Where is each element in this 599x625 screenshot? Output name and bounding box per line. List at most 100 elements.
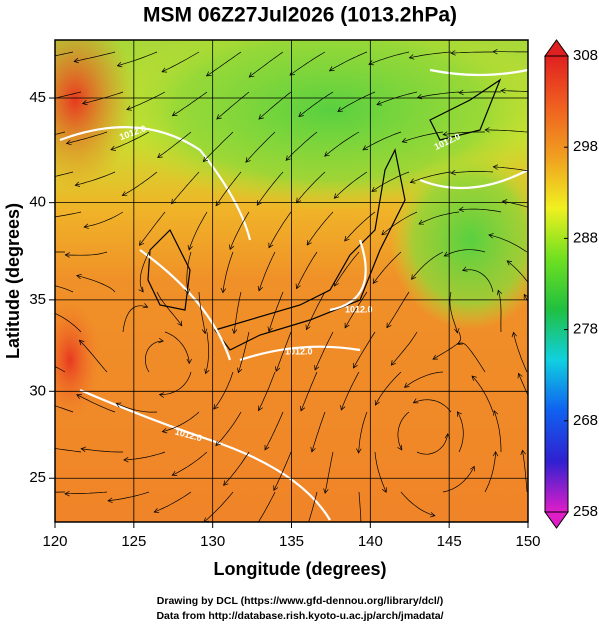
x-axis-label: Longitude (degrees) xyxy=(213,559,386,579)
stream-arrow xyxy=(121,191,128,197)
stream-arrow xyxy=(432,354,439,360)
streamline xyxy=(275,331,292,372)
streamline xyxy=(164,331,190,364)
streamline xyxy=(404,371,444,388)
stream-arrow xyxy=(268,242,274,249)
streamline xyxy=(154,491,192,513)
stream-arrow xyxy=(215,440,221,447)
stream-arrow xyxy=(418,219,425,225)
stream-arrow xyxy=(264,444,270,451)
streamline xyxy=(116,402,158,413)
stream-arrow xyxy=(381,229,387,236)
footer-credit: Drawing by DCL (https://www.gfd-dennou.o… xyxy=(157,595,443,607)
streamline xyxy=(418,211,460,225)
streamline xyxy=(410,171,452,183)
streamline xyxy=(450,51,493,54)
stream-arrow xyxy=(157,152,163,159)
streamline xyxy=(55,211,82,218)
stream-arrow xyxy=(356,448,362,454)
field-layer xyxy=(23,40,528,529)
streamline xyxy=(444,249,486,257)
stream-arrow xyxy=(323,488,329,494)
streamline xyxy=(222,251,234,293)
streamline xyxy=(188,211,208,251)
contour-label: 1012.0 xyxy=(285,346,313,356)
stream-arrow xyxy=(517,372,523,379)
streamline xyxy=(371,171,410,192)
y-tick-label: 40 xyxy=(29,194,46,211)
streamline xyxy=(506,260,528,283)
streamline xyxy=(344,291,368,328)
stream-arrow xyxy=(23,251,28,256)
colorbar: 258 268 278 288 298 308 xyxy=(544,39,598,529)
streamline xyxy=(402,131,444,143)
streamline xyxy=(368,51,410,65)
streamline xyxy=(156,291,183,326)
colorbar-tick-label: 298 xyxy=(573,138,598,155)
streamline xyxy=(449,291,458,333)
stream-arrow xyxy=(80,446,87,452)
stream-arrow xyxy=(458,89,464,96)
streamline xyxy=(172,451,208,476)
streamline xyxy=(296,171,326,203)
streamline xyxy=(285,131,318,161)
streamline xyxy=(340,371,360,411)
streamline xyxy=(55,285,74,293)
streamline xyxy=(76,394,116,413)
stream-arrow xyxy=(484,127,490,133)
stream-arrow xyxy=(64,490,70,497)
x-tick-label: 130 xyxy=(200,533,225,550)
stream-arrow xyxy=(65,139,72,146)
contour-label: 1012.0 xyxy=(345,304,373,314)
stream-arrow xyxy=(353,363,358,369)
streamline xyxy=(353,331,376,369)
streamline xyxy=(55,366,66,373)
streamline xyxy=(248,51,284,78)
coastline xyxy=(147,78,502,351)
stream-arrow xyxy=(76,273,82,280)
warm-region xyxy=(55,300,100,420)
stream-arrow xyxy=(520,449,526,456)
stream-arrow xyxy=(371,186,377,192)
streamline xyxy=(376,91,418,106)
streamline xyxy=(55,312,82,333)
streamline xyxy=(64,491,108,495)
streamline xyxy=(55,251,65,253)
stream-arrow xyxy=(344,236,350,242)
stream-arrow xyxy=(456,411,462,417)
stream-arrow xyxy=(340,405,346,411)
streamline xyxy=(391,331,418,366)
stream-arrow xyxy=(23,491,28,496)
cool-region xyxy=(390,150,528,330)
stream-arrow xyxy=(344,322,350,329)
stream-arrow xyxy=(257,285,263,292)
streamline xyxy=(203,131,234,162)
streamline xyxy=(55,491,65,493)
streamline xyxy=(159,371,192,395)
streamline xyxy=(55,171,74,177)
stream-arrow xyxy=(310,446,316,453)
colorbar-tick-label: 268 xyxy=(573,412,598,429)
stream-arrow xyxy=(78,339,85,346)
colorbar-tick-label: 258 xyxy=(573,503,598,520)
stream-arrow xyxy=(107,497,113,504)
streamline xyxy=(314,331,334,371)
streamline xyxy=(358,411,368,454)
x-tick-label: 120 xyxy=(42,533,67,550)
streamline xyxy=(123,451,166,461)
stream-arrow xyxy=(404,382,410,388)
stream-arrow xyxy=(32,179,37,184)
stream-arrow xyxy=(201,328,208,335)
streamline xyxy=(55,91,82,99)
streamline xyxy=(308,491,318,522)
stream-arrow xyxy=(411,274,417,280)
stream-arrow xyxy=(32,280,37,285)
stream-arrow xyxy=(74,181,81,187)
stream-arrow xyxy=(258,114,264,120)
stream-arrow xyxy=(257,405,263,412)
stream-arrow xyxy=(254,524,258,529)
stream-arrow xyxy=(362,145,369,151)
stream-arrow xyxy=(334,280,339,287)
stream-arrow xyxy=(126,105,132,111)
stream-arrow xyxy=(204,368,210,375)
